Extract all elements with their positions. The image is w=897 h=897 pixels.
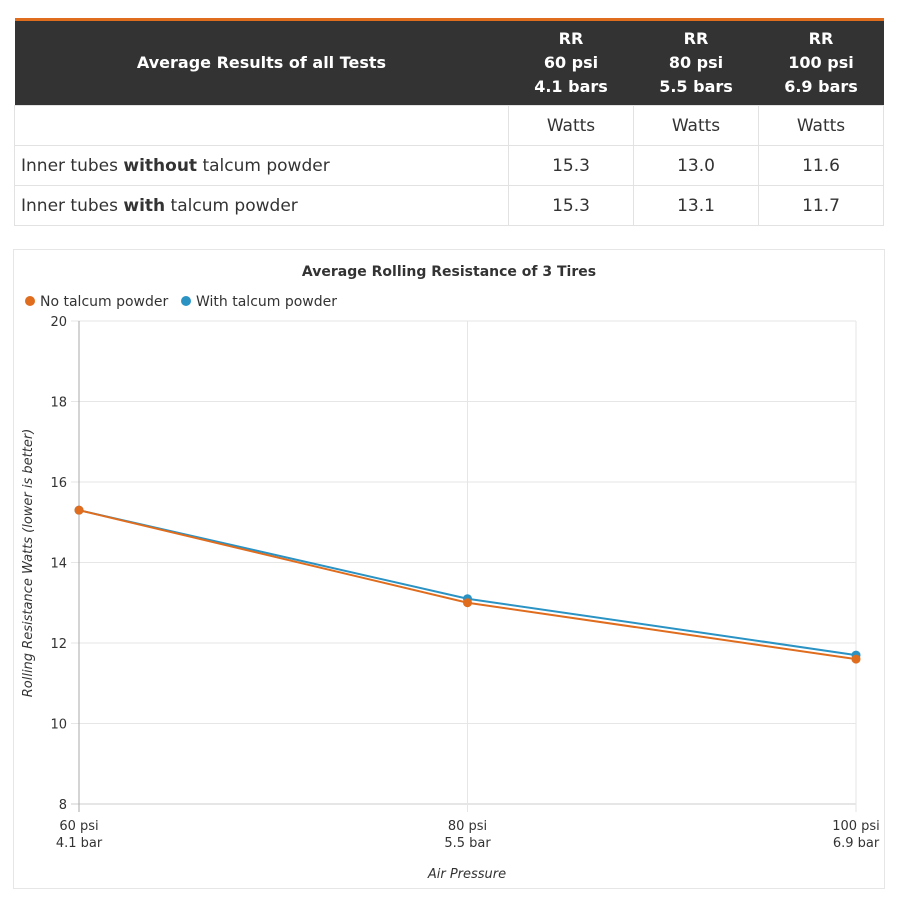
legend-label: No talcum powder xyxy=(40,294,169,310)
value-cell: 15.3 xyxy=(508,185,634,226)
legend-label: With talcum powder xyxy=(196,294,337,310)
x-tick-label: 6.9 bar xyxy=(833,836,880,851)
column-header-100psi: RR 100 psi 6.9 bars xyxy=(758,19,884,106)
axes: 8 10 12 14 16 18 20 60 psi 4.1 bar 80 psi 5.5 bar 1… xyxy=(50,315,879,851)
x-tick-label: 100 psi xyxy=(832,819,880,834)
y-tick-label: 14 xyxy=(50,557,67,572)
legend: No talcum powder With talcum powder xyxy=(25,294,337,310)
y-tick-label: 16 xyxy=(50,476,67,491)
unit-cell: Watts xyxy=(508,105,634,146)
column-header-60psi: RR 60 psi 4.1 bars xyxy=(508,19,634,106)
chart-container: Average Rolling Resistance of 3 Tires No… xyxy=(13,249,885,889)
x-tick-label: 5.5 bar xyxy=(444,836,491,851)
y-tick-label: 10 xyxy=(50,718,67,733)
data-point xyxy=(463,598,472,608)
row-label: Inner tubes without talcum powder xyxy=(14,145,509,186)
grid xyxy=(71,320,857,812)
value-cell: 11.6 xyxy=(758,145,884,186)
data-point xyxy=(74,505,84,515)
y-tick-label: 20 xyxy=(50,315,67,330)
unit-cell: Watts xyxy=(633,105,759,146)
table-title: Average Results of all Tests xyxy=(14,19,509,106)
value-cell: 13.1 xyxy=(633,185,759,226)
y-tick-label: 18 xyxy=(50,396,67,411)
legend-marker xyxy=(25,296,35,306)
column-header-80psi: RR 80 psi 5.5 bars xyxy=(633,19,759,106)
results-table: Average Results of all Tests RR 60 psi 4.1… xyxy=(14,18,884,226)
y-tick-label: 8 xyxy=(59,798,67,813)
value-cell: 11.7 xyxy=(758,185,884,226)
x-tick-label: 80 psi xyxy=(448,819,487,834)
value-cell: 15.3 xyxy=(508,145,634,186)
data-point xyxy=(851,654,861,664)
table-row: Inner tubes without talcum powder 15.3 1… xyxy=(14,145,884,186)
line-chart: Average Rolling Resistance of 3 Tires No… xyxy=(21,264,880,882)
x-tick-label: 60 psi xyxy=(59,819,98,834)
legend-item-no-talcum[interactable]: No talcum powder xyxy=(25,294,169,310)
table-row: Inner tubes with talcum powder 15.3 13.1… xyxy=(14,185,884,226)
x-axis-label: Air Pressure xyxy=(427,867,506,882)
row-label: Inner tubes with talcum powder xyxy=(14,185,509,226)
empty-cell xyxy=(14,105,509,146)
table-header-row: Average Results of all Tests RR 60 psi 4.1… xyxy=(14,19,884,106)
y-tick-label: 12 xyxy=(50,637,67,652)
y-axis-label: Rolling Resistance Watts (lower is bette… xyxy=(21,429,36,698)
value-cell: 13.0 xyxy=(633,145,759,186)
unit-cell: Watts xyxy=(758,105,884,146)
legend-item-with-talcum[interactable]: With talcum powder xyxy=(181,294,337,310)
series-group xyxy=(74,505,861,664)
chart-title: Average Rolling Resistance of 3 Tires xyxy=(302,264,596,280)
unit-row: Watts Watts Watts xyxy=(14,105,884,146)
x-tick-label: 4.1 bar xyxy=(56,836,103,851)
legend-marker xyxy=(181,296,191,306)
